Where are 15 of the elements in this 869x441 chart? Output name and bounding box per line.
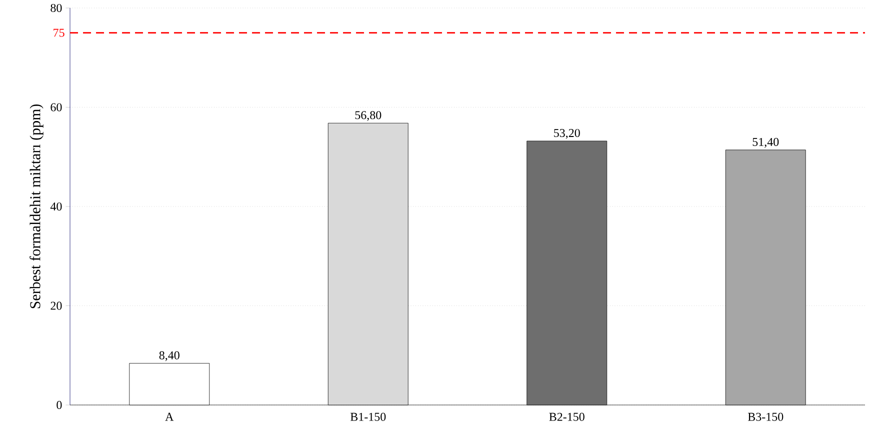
data-label: 8,40 bbox=[159, 351, 180, 362]
data-label: 56,80 bbox=[355, 111, 382, 121]
y-tick-label: 60 bbox=[50, 103, 62, 112]
data-label: 51,40 bbox=[752, 138, 779, 148]
ref-line-label: 75 bbox=[54, 28, 64, 37]
y-tick-label: 40 bbox=[50, 202, 62, 211]
y-axis-title: Serbest formaldehit miktarı (ppm) bbox=[30, 104, 44, 308]
x-tick-label: B2-150 bbox=[549, 412, 584, 421]
x-tick-label: A bbox=[165, 412, 174, 421]
x-tick-label: B3-150 bbox=[748, 412, 784, 421]
data-label: 53,20 bbox=[554, 128, 580, 139]
y-tick-label: 80 bbox=[50, 4, 62, 12]
x-tick-label: B1-150 bbox=[350, 412, 386, 421]
y-tick-label: 20 bbox=[50, 302, 62, 310]
y-tick-label: 0 bbox=[56, 400, 62, 410]
